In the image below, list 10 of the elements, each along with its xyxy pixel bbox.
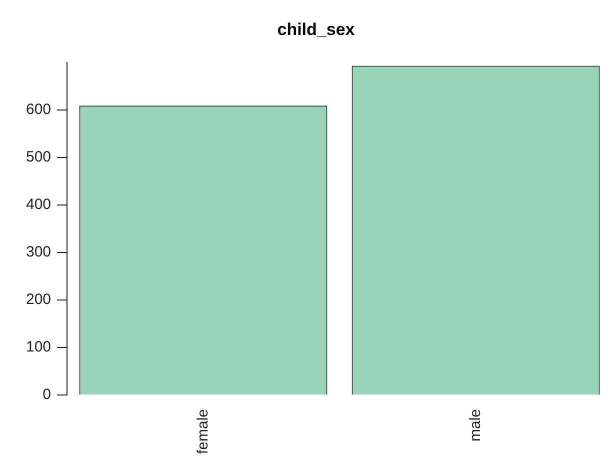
y-tick-label: 600: [26, 101, 52, 118]
y-tick-label: 500: [26, 148, 52, 166]
x-tick-label: female: [194, 408, 212, 454]
y-tick-label: 200: [26, 291, 52, 308]
x-tick-label: male: [466, 408, 484, 442]
y-tick-label: 100: [26, 338, 52, 356]
y-tick-label: 400: [26, 196, 52, 214]
y-tick-label: 0: [42, 386, 52, 404]
y-tick-label: 300: [26, 244, 52, 261]
chart-title: child_sex: [277, 20, 356, 39]
